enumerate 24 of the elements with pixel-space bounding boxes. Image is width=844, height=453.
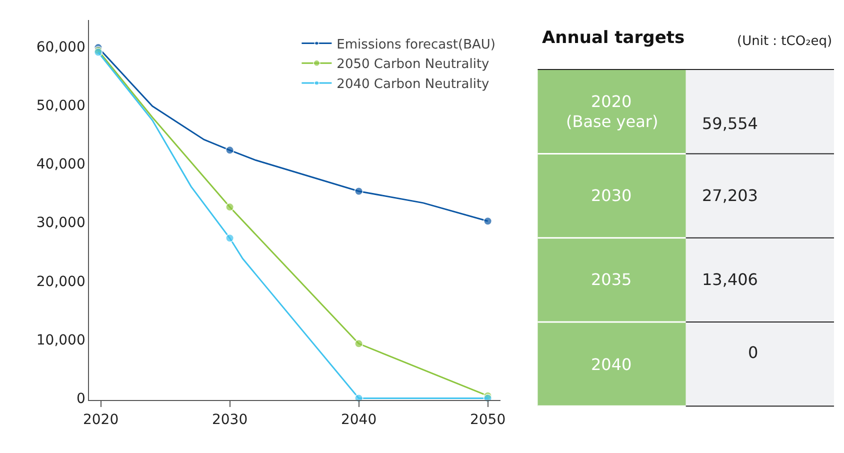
y-tick-label: 60,000 bbox=[36, 39, 86, 56]
legend-label: 2050 Carbon Neutrality bbox=[336, 57, 490, 72]
text: Annual targets bbox=[542, 28, 685, 48]
category-label: 2035 bbox=[591, 270, 632, 289]
text: 27,203 bbox=[702, 186, 758, 205]
text: 59,554 bbox=[702, 114, 758, 133]
y-tick-label: 50,000 bbox=[36, 98, 86, 114]
category-label: 2020 (Base year) bbox=[566, 92, 658, 131]
text: (Unit : tCO₂eq) bbox=[737, 34, 832, 49]
legend-label: Emissions forecast(BAU) bbox=[336, 37, 496, 52]
y-tick-label: 30,000 bbox=[36, 215, 86, 232]
x-tick-label: 2050 bbox=[470, 412, 506, 428]
y-tick-label: 0 bbox=[76, 391, 86, 408]
legend-label: 2040 Carbon Neutrality bbox=[336, 77, 490, 92]
x-tick-label: 2020 bbox=[82, 412, 119, 428]
y-tick-label: 40,000 bbox=[36, 156, 86, 173]
y-tick-label: 20,000 bbox=[36, 274, 86, 290]
x-tick-label: 2030 bbox=[212, 412, 248, 428]
x-tick-label: 2040 bbox=[340, 412, 377, 428]
category-label: 2040 bbox=[591, 355, 632, 374]
y-tick-label: 10,000 bbox=[36, 332, 86, 348]
text: 13,406 bbox=[702, 270, 758, 289]
category-label: 2030 bbox=[591, 186, 632, 205]
text: 0 bbox=[748, 343, 758, 362]
